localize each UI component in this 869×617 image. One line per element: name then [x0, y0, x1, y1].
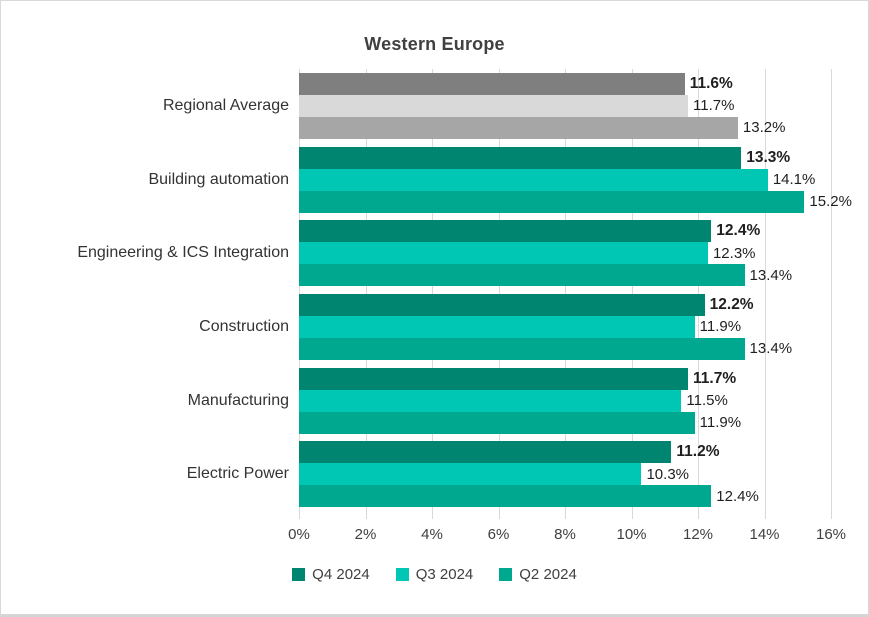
category-label: Regional Average — [162, 97, 289, 115]
x-tick-label: 8% — [554, 526, 576, 543]
bar-line: 11.2% — [299, 441, 831, 464]
x-tick-label: 2% — [354, 526, 377, 543]
x-tick-label: 0% — [288, 526, 310, 543]
bar-line: 11.5% — [299, 389, 831, 412]
value-label: 12.2% — [709, 295, 754, 313]
bar-group: Electric Power 11.2% 10.3% 12.4% — [1, 437, 831, 511]
value-label: 13.3% — [746, 148, 791, 166]
bar-group: Manufacturing 11.7% 11.5% 11.9% — [1, 364, 831, 438]
bar-line: 14.1% — [299, 168, 831, 191]
category-label: Manufacturing — [187, 391, 289, 409]
bar-line: 12.2% — [299, 293, 831, 316]
bar-group: Building automation 13.3% 14.1% 15.2% — [1, 143, 852, 217]
bar-line: 13.4% — [299, 264, 831, 287]
value-label: 12.4% — [716, 222, 761, 240]
bar — [299, 72, 685, 95]
legend-label: Q4 2024 — [312, 566, 370, 583]
x-axis: 0% 2% 4% 6% 8% 10% 12% 14% 16% — [288, 526, 846, 546]
value-label: 10.3% — [646, 465, 690, 483]
value-label: 15.2% — [809, 193, 852, 210]
bar — [299, 94, 689, 117]
bar-stack: 13.3% 14.1% 15.2% — [299, 146, 852, 213]
value-label: 13.4% — [749, 266, 793, 284]
value-label: 11.9% — [699, 318, 742, 336]
bar-line: 15.2% — [299, 190, 852, 213]
bar — [299, 337, 745, 360]
bar-rows: Regional Average 11.6% 11.7% 13.2% Building … — [1, 69, 852, 511]
bar-stack: 12.4% 12.3% 13.4% — [299, 220, 831, 287]
value-label: 11.2% — [676, 443, 720, 461]
x-tick-label: 14% — [749, 526, 780, 543]
value-label: 11.7% — [693, 97, 735, 115]
bar-line: 11.9% — [299, 411, 831, 434]
category-label: Electric Power — [186, 465, 289, 483]
value-label: 12.4% — [716, 487, 759, 505]
bar-stack: 11.7% 11.5% 11.9% — [299, 367, 831, 434]
value-label: 12.3% — [712, 244, 756, 262]
bar-line: 10.3% — [299, 463, 831, 486]
x-tick-label: 6% — [487, 526, 510, 543]
bar-stack: 11.6% 11.7% 13.2% — [299, 72, 831, 139]
bar — [299, 293, 705, 316]
bar-line: 12.4% — [299, 485, 831, 508]
bar-group: Construction 12.2% 11.9% 13.4% — [1, 290, 831, 364]
bar — [299, 367, 689, 390]
category-label: Construction — [199, 318, 289, 336]
value-label: 11.6% — [689, 74, 733, 92]
bar — [299, 116, 738, 139]
category-label: Building automation — [148, 170, 289, 188]
bar — [299, 441, 672, 464]
legend: Q4 2024 Q3 2024 Q2 2024 — [1, 566, 868, 583]
bar — [299, 242, 708, 265]
legend-swatch — [292, 568, 306, 581]
x-tick-label: 12% — [682, 526, 714, 543]
bar — [299, 463, 642, 486]
value-label: 13.4% — [749, 340, 793, 358]
x-tick-label: 16% — [815, 526, 847, 543]
value-label: 14.1% — [772, 171, 816, 188]
legend-item: Q3 2024 — [395, 566, 474, 583]
bar-line: 11.9% — [299, 315, 831, 338]
bar — [299, 168, 768, 191]
value-label: 11.7% — [693, 369, 737, 387]
legend-item: Q4 2024 — [292, 566, 370, 583]
bar — [299, 315, 695, 338]
bar-line: 13.3% — [299, 146, 831, 169]
legend-swatch — [395, 568, 409, 581]
bar-line: 11.6% — [299, 72, 831, 95]
bar-line: 12.3% — [299, 242, 831, 265]
bar-stack: 12.2% 11.9% 13.4% — [299, 293, 831, 360]
legend-swatch — [499, 568, 513, 581]
bar-line: 11.7% — [299, 367, 831, 390]
bar-stack: 11.2% 10.3% 12.4% — [299, 441, 831, 508]
category-label: Engineering & ICS Integration — [77, 244, 289, 262]
bar-group: Regional Average 11.6% 11.7% 13.2% — [1, 69, 831, 143]
chart-title: Western Europe — [364, 34, 505, 54]
legend-label: Q2 2024 — [519, 566, 577, 583]
bar — [299, 411, 695, 434]
value-label: 13.2% — [742, 119, 786, 137]
bar-line: 12.4% — [299, 220, 831, 243]
value-label: 11.5% — [686, 392, 728, 410]
bar — [299, 485, 712, 508]
bar-line: 13.4% — [299, 337, 831, 360]
value-label: 11.9% — [699, 414, 742, 432]
bar — [299, 264, 745, 287]
bar-line: 11.7% — [299, 94, 831, 117]
x-tick-label: 10% — [616, 526, 647, 543]
bar-group: Engineering & ICS Integration 12.4% 12.3% 1… — [1, 216, 831, 290]
bar — [299, 389, 682, 412]
bar — [299, 220, 712, 243]
bar — [299, 146, 742, 169]
x-tick-label: 4% — [421, 526, 443, 543]
gridline — [764, 69, 766, 519]
bar — [299, 190, 805, 213]
legend-item: Q2 2024 — [499, 566, 577, 583]
legend-label: Q3 2024 — [415, 566, 474, 583]
bar-line: 13.2% — [299, 116, 831, 139]
gridline — [831, 69, 832, 519]
